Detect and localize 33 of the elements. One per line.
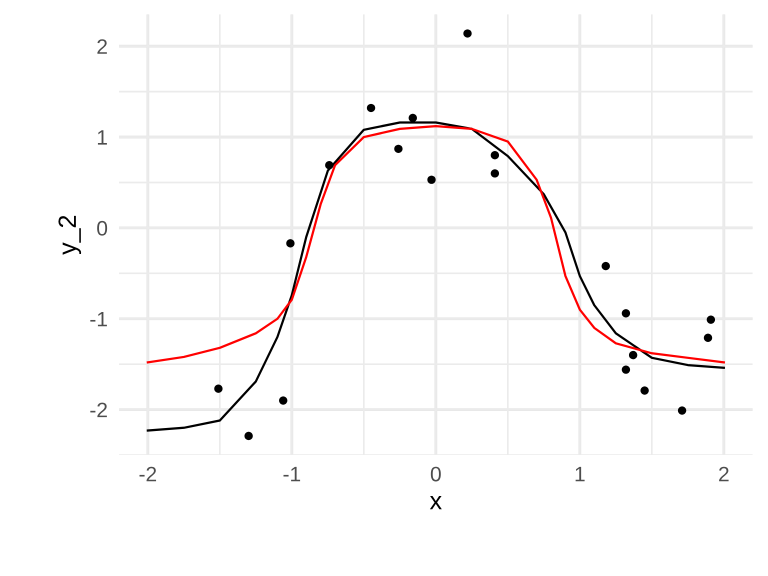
point: [490, 169, 500, 178]
point: [640, 386, 649, 395]
point: [366, 104, 376, 112]
point: [214, 384, 223, 393]
point: [463, 29, 472, 38]
y-tick-label: -1: [90, 312, 107, 326]
x-tick-label: -2: [140, 466, 156, 482]
point: [622, 365, 630, 374]
y-tick-label: 0: [97, 220, 108, 236]
point: [602, 262, 610, 270]
point: [490, 151, 500, 160]
point: [325, 161, 334, 170]
x-tick-label: -1: [284, 466, 300, 482]
line-series: [146, 125, 725, 364]
y-tick-label: 2: [97, 39, 107, 54]
point: [286, 239, 295, 248]
point: [678, 406, 686, 415]
y-axis-title: y_2: [58, 216, 82, 255]
x-tick-label: 2: [719, 466, 729, 482]
point: [244, 432, 253, 440]
point: [427, 176, 436, 184]
point: [628, 350, 638, 360]
x-axis-title: x: [430, 496, 442, 510]
x-tick-label: 1: [576, 466, 585, 482]
point: [704, 334, 712, 342]
x-tick-label: 0: [430, 466, 441, 482]
y-tick-label: -2: [90, 402, 107, 418]
point: [279, 396, 288, 405]
y-tick-label: 1: [98, 130, 107, 145]
point: [394, 144, 403, 154]
point: [408, 114, 417, 122]
point: [622, 309, 630, 318]
point: [706, 316, 716, 324]
